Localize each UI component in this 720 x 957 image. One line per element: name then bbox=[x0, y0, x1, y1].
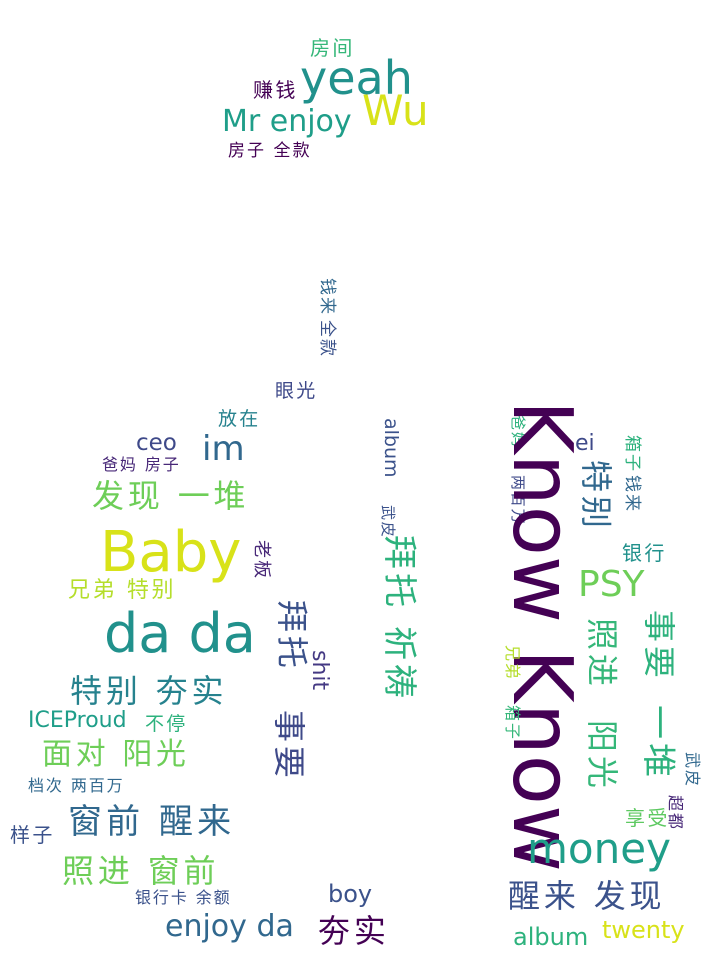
cloud-word: im bbox=[202, 429, 245, 469]
cloud-word: yeah bbox=[300, 51, 413, 105]
cloud-word: 照进 窗前 bbox=[62, 852, 220, 890]
cloud-word: money bbox=[527, 824, 671, 873]
cloud-word: da da bbox=[104, 602, 256, 665]
cloud-word: 窗前 醒来 bbox=[68, 802, 236, 842]
cloud-word: 特别 夯实 bbox=[70, 672, 228, 710]
cloud-word: 不停 bbox=[145, 713, 188, 735]
cloud-word: 钱来 bbox=[622, 475, 642, 514]
cloud-word: 全款 bbox=[317, 320, 337, 359]
cloud-word: album bbox=[513, 923, 589, 951]
cloud-word: 醒来 发现 bbox=[508, 877, 666, 915]
cloud-word: Know Know bbox=[494, 400, 589, 873]
cloud-word: 事要 bbox=[270, 710, 308, 782]
cloud-word: 拜托 祈祷 bbox=[379, 535, 419, 703]
cloud-word: 武皮 bbox=[379, 505, 397, 539]
cloud-word: album bbox=[380, 418, 402, 478]
cloud-word: 爸妈 房子 bbox=[102, 455, 181, 474]
cloud-word: 照进 bbox=[583, 618, 621, 690]
cloud-word: 银行卡 余额 bbox=[135, 888, 232, 907]
cloud-word: Wu bbox=[362, 86, 429, 135]
cloud-word: 房间 bbox=[310, 36, 355, 60]
cloud-word: 兄弟 bbox=[503, 645, 522, 681]
cloud-word: 特别 bbox=[577, 460, 615, 532]
cloud-word: 阳光 bbox=[583, 720, 621, 792]
cloud-word: ceo bbox=[136, 430, 177, 456]
cloud-word: 面对 阳光 bbox=[42, 737, 190, 772]
cloud-word: Baby bbox=[100, 520, 242, 585]
cloud-word: ei bbox=[575, 431, 595, 456]
cloud-word: 钱来 bbox=[317, 278, 337, 317]
cloud-word: 一堆 bbox=[638, 705, 678, 782]
cloud-word: 武皮 bbox=[683, 752, 702, 788]
cloud-word: 兄弟 特别 bbox=[68, 578, 177, 603]
cloud-word: 房子 全款 bbox=[228, 141, 312, 161]
cloud-word: enjoy da bbox=[165, 909, 294, 944]
cloud-word: 银行 bbox=[622, 541, 667, 565]
cloud-word: Mr enjoy bbox=[222, 104, 352, 139]
cloud-word: 事要 bbox=[640, 610, 678, 682]
cloud-word: shit bbox=[307, 650, 332, 691]
cloud-word: 样子 bbox=[10, 823, 55, 847]
cloud-word: 眼光 bbox=[275, 380, 318, 402]
cloud-word: 档次 两百万 bbox=[28, 776, 125, 795]
cloud-word: 箱子 bbox=[503, 705, 522, 741]
cloud-word: 夯实 bbox=[318, 912, 390, 950]
cloud-word: 发现 一堆 bbox=[92, 477, 250, 515]
cloud-word: 箱子 bbox=[622, 435, 642, 474]
cloud-word: PSY bbox=[578, 564, 645, 605]
cloud-word: boy bbox=[328, 880, 373, 908]
cloud-word: 老板 bbox=[251, 540, 272, 581]
cloud-word: 享受 bbox=[625, 806, 670, 830]
cloud-word: ICEProud bbox=[28, 708, 127, 733]
cloud-word: 拜托 bbox=[273, 600, 311, 672]
cloud-word: twenty bbox=[602, 916, 685, 944]
cloud-word: 放在 bbox=[218, 408, 261, 430]
cloud-word: 赚钱 bbox=[253, 78, 298, 102]
